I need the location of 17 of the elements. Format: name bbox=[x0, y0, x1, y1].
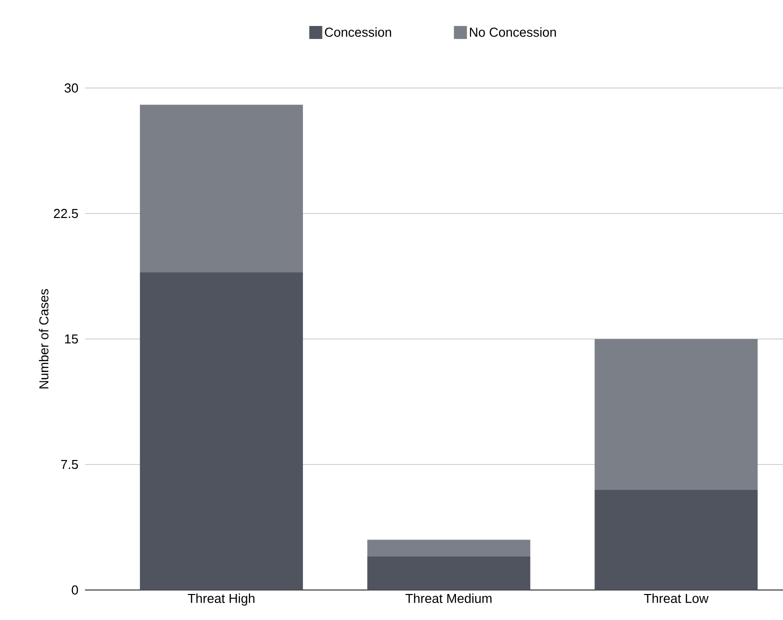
x-tick-label: Threat Medium bbox=[406, 594, 492, 604]
bar bbox=[594, 339, 758, 490]
bar bbox=[140, 104, 303, 272]
y-tick-label: 15 bbox=[65, 334, 78, 344]
bar bbox=[367, 540, 530, 557]
y-tick-label: 30 bbox=[64, 83, 78, 93]
x-tick-label: Threat High bbox=[188, 594, 254, 606]
bar bbox=[367, 556, 530, 590]
y-axis-title: Number of Cases bbox=[38, 289, 48, 388]
legend-label: No Concession bbox=[470, 27, 556, 37]
x-tick-label: Threat Low bbox=[644, 594, 709, 604]
y-tick-label: 0 bbox=[72, 585, 78, 595]
bar bbox=[594, 490, 758, 590]
y-tick-label: 22.5 bbox=[54, 208, 78, 218]
bar bbox=[140, 272, 303, 590]
legend-label: Concession bbox=[324, 27, 392, 37]
y-tick-label: 7.5 bbox=[61, 460, 78, 470]
